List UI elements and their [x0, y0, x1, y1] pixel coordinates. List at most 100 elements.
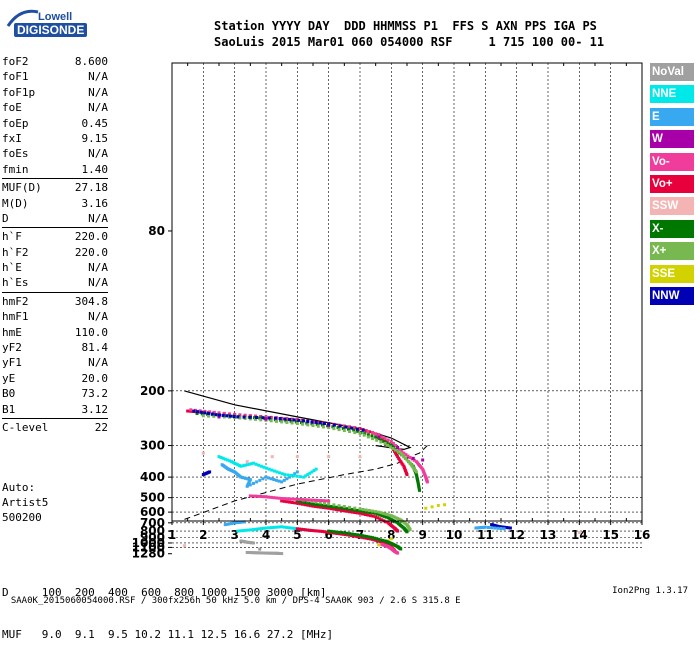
- echo-point: [361, 507, 365, 511]
- echo-point: [391, 442, 395, 446]
- echo-point: [269, 477, 273, 481]
- x-tick-label: 6: [324, 528, 332, 542]
- echo-point: [306, 419, 310, 423]
- legend-item: Vo-: [650, 152, 694, 171]
- param-name: yF1: [2, 356, 22, 370]
- echo-point: [377, 543, 381, 547]
- echo-point: [319, 503, 323, 507]
- echo-point: [368, 535, 372, 539]
- echo-point: [234, 521, 238, 525]
- echo-point: [233, 461, 237, 465]
- echo-point: [238, 416, 242, 420]
- echo-point: [248, 415, 252, 419]
- echo-point: [244, 528, 248, 532]
- y-tick-label: 500: [140, 491, 165, 505]
- param-name: foF1p: [2, 85, 36, 99]
- x-tick-label: 12: [508, 528, 525, 542]
- echo-point: [336, 426, 340, 430]
- param-value: 0.45: [81, 116, 109, 130]
- echo-point: [391, 518, 395, 522]
- echo-point: [380, 514, 384, 518]
- echo-point: [345, 533, 349, 537]
- distance-row: D 100 200 400 600 800 1000 1500 3000 [km…: [2, 586, 327, 599]
- echo-point: [361, 512, 365, 516]
- echo-point: [305, 421, 309, 425]
- echo-point: [227, 459, 231, 463]
- echo-point: [275, 470, 279, 474]
- echo-point: [308, 504, 312, 508]
- echo-point: [217, 415, 221, 419]
- echo-point: [327, 422, 331, 426]
- param-value: 3.16: [81, 196, 109, 210]
- echo-point: [378, 517, 382, 521]
- echo-point: [341, 426, 345, 430]
- echo-point: [222, 415, 226, 419]
- param-row: h`E N/A: [2, 260, 108, 275]
- echo-point: [265, 466, 269, 470]
- echo-point: [408, 456, 412, 460]
- echo-point: [368, 511, 372, 515]
- echo-point: [301, 422, 305, 426]
- echo-point: [374, 432, 378, 436]
- echo-point: [264, 526, 268, 530]
- echo-point: [392, 515, 396, 519]
- echo-point: [255, 415, 259, 419]
- echo-point: [194, 408, 197, 412]
- echo-point: [342, 506, 346, 510]
- param-row: yF1 N/A: [2, 355, 108, 370]
- echo-point: [258, 527, 262, 531]
- echo-point: [353, 430, 357, 434]
- echo-point: [355, 533, 359, 537]
- echo-point: [301, 502, 305, 506]
- echo-point: [348, 505, 352, 509]
- echo-point: [270, 455, 274, 459]
- param-name: B0: [2, 387, 16, 401]
- echo-point: [405, 473, 409, 477]
- echo-point: [225, 414, 229, 418]
- legend-item: W: [650, 130, 694, 149]
- echo-point: [272, 469, 276, 473]
- echo-point: [355, 511, 359, 515]
- echo-point: [476, 526, 479, 530]
- artist-code: 500200: [2, 511, 42, 524]
- echo-point: [321, 499, 325, 503]
- echo-point: [350, 508, 354, 512]
- param-value: 22: [94, 420, 108, 434]
- echo-point: [363, 510, 367, 514]
- echo-point: [285, 525, 289, 529]
- echo-point: [385, 512, 389, 516]
- echo-point: [283, 473, 287, 477]
- echo-point: [284, 419, 288, 423]
- echo-point: [399, 460, 403, 464]
- echo-point: [377, 434, 381, 438]
- echo-point: [243, 413, 247, 417]
- echo-point: [243, 463, 247, 467]
- y-tick-label: 1280: [132, 547, 165, 561]
- echo-point: [371, 537, 375, 541]
- echo-point: [360, 535, 364, 539]
- echo-point: [267, 476, 271, 480]
- echo-point: [335, 530, 338, 534]
- echo-point: [257, 463, 261, 467]
- echo-point: [212, 410, 216, 414]
- param-row: hmF1 N/A: [2, 309, 108, 324]
- echo-point: [269, 551, 273, 555]
- echo-point: [210, 412, 214, 416]
- echo-point: [358, 535, 362, 539]
- echo-point: [274, 525, 278, 529]
- echo-point: [260, 527, 264, 531]
- echo-point: [201, 414, 205, 418]
- echo-point: [377, 510, 381, 514]
- echo-point: [312, 529, 316, 533]
- echo-point: [327, 455, 331, 459]
- param-name: h`F2: [2, 245, 29, 259]
- param-row: foEp 0.45: [2, 116, 108, 131]
- echo-point: [308, 498, 312, 502]
- param-value: N/A: [88, 101, 108, 115]
- echo-point: [248, 414, 252, 418]
- echo-point: [374, 510, 378, 514]
- echo-point: [396, 517, 400, 521]
- echo-point: [424, 506, 428, 510]
- echo-point: [342, 531, 346, 535]
- echo-point: [316, 498, 320, 502]
